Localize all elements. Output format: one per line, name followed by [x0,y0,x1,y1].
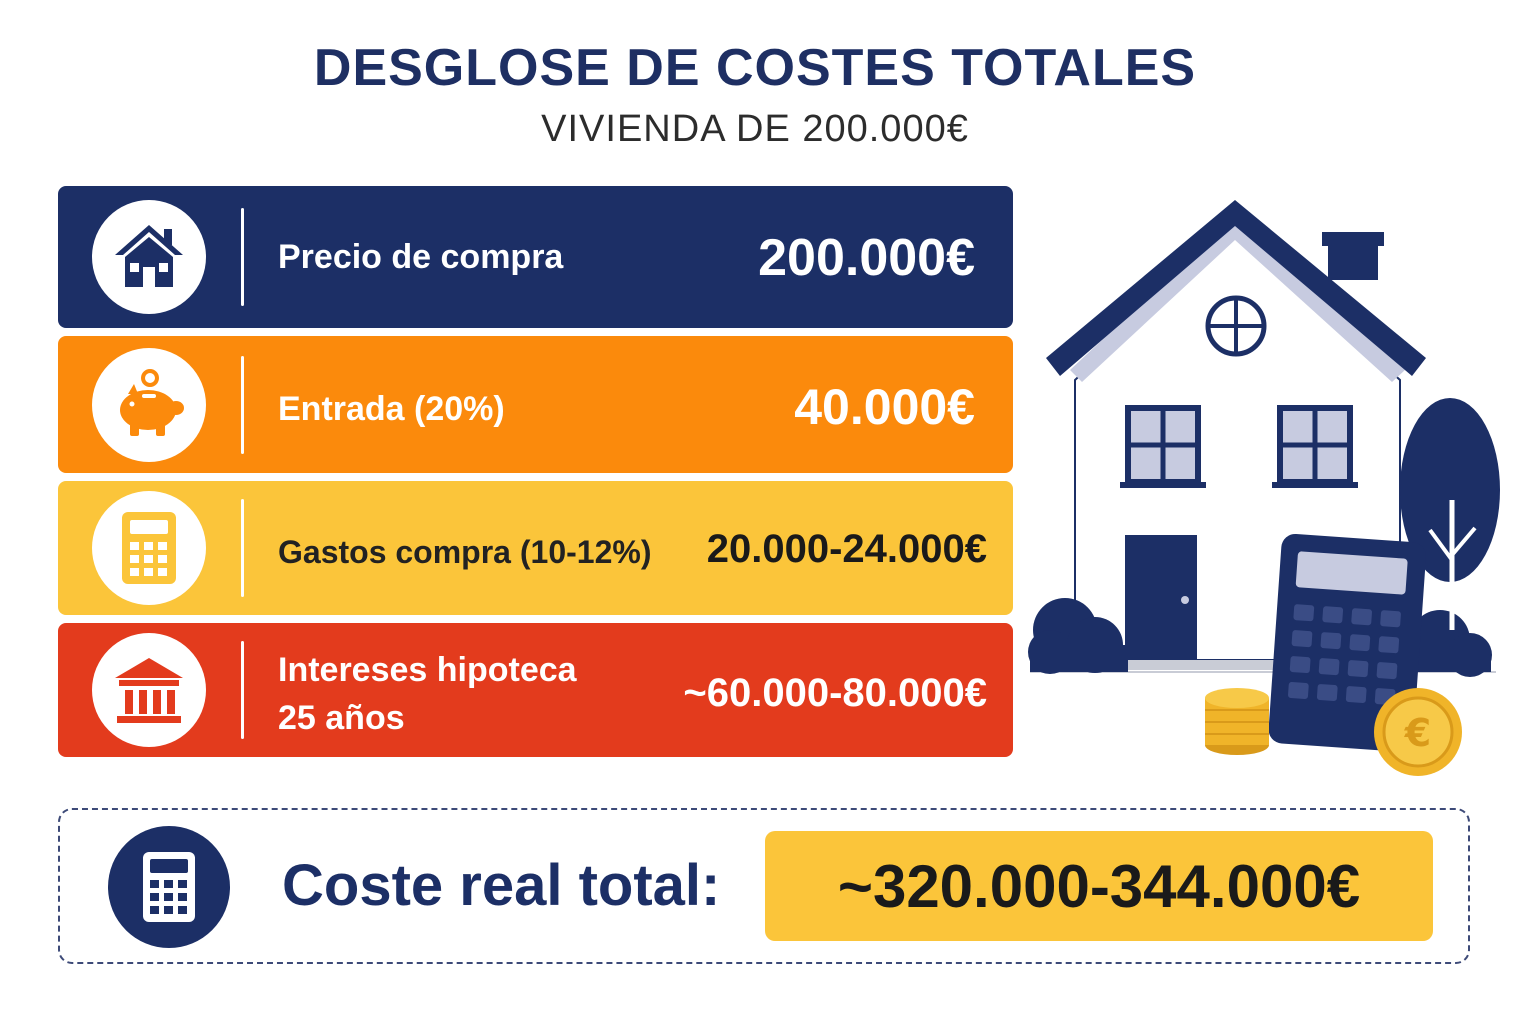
house-icon [92,200,206,314]
total-label: Coste real total: [282,853,721,918]
cost-row-mortgage-interest: Intereses hipoteca 25 años ~60.000-80.00… [58,623,1013,757]
page-subtitle: VIVIENDA DE 200.000€ [541,108,969,150]
svg-text:€: € [1404,711,1431,755]
row-label-line1: Intereses hipoteca [278,651,577,689]
row-label: Gastos compra (10-12%) [278,534,652,570]
cost-row-purchase-expenses: Gastos compra (10-12%) 20.000-24.000€ [58,481,1013,615]
row-value: 200.000€ [758,229,975,287]
piggy-bank-icon [92,348,206,462]
row-label-line2: 25 años [278,699,405,737]
row-label: Precio de compra [278,238,564,276]
house-illustration: € [1028,200,1500,776]
total-value: ~320.000-344.000€ [837,852,1361,920]
cost-row-down-payment: Entrada (20%) 40.000€ [58,336,1013,473]
calculator-icon [108,826,230,948]
page-title: DESGLOSE DE COSTES TOTALES [313,39,1197,97]
cost-row-purchase-price: Precio de compra 200.000€ [58,186,1013,328]
row-value: 20.000-24.000€ [706,527,987,571]
row-label: Entrada (20%) [278,390,505,428]
coin-stack-icon [1205,688,1269,755]
total-value-box: ~320.000-344.000€ [765,831,1433,941]
bank-icon [92,633,206,747]
calculator-icon [92,491,206,605]
row-value: 40.000€ [794,379,975,435]
total-box [58,808,1470,964]
row-value: ~60.000-80.000€ [683,671,987,715]
